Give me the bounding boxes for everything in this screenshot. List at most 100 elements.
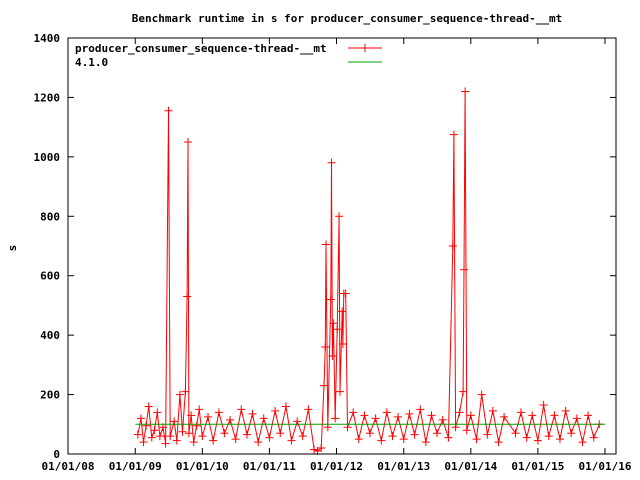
x-tick-label: 01/01/10 xyxy=(176,460,229,473)
data-point xyxy=(567,429,576,438)
data-point xyxy=(142,421,151,430)
data-point xyxy=(195,405,204,414)
data-point xyxy=(572,414,581,423)
data-point xyxy=(511,429,520,438)
plot-frame xyxy=(67,37,617,455)
data-point xyxy=(248,409,257,418)
y-tick-label: 0 xyxy=(53,448,60,461)
data-point xyxy=(175,390,184,399)
data-point xyxy=(265,433,274,442)
data-point xyxy=(271,406,280,415)
data-point xyxy=(561,406,570,415)
data-point xyxy=(287,436,296,445)
data-point xyxy=(164,106,173,115)
data-point xyxy=(388,432,397,441)
data-point xyxy=(192,421,201,430)
data-point xyxy=(472,435,481,444)
x-tick-label: 01/01/14 xyxy=(444,460,497,473)
x-tick-label: 01/01/15 xyxy=(511,460,564,473)
axes: 0 200 400 600 800 1000 1200 1400 01/01/08 01/01/0… xyxy=(34,32,632,473)
data-point xyxy=(281,402,290,411)
data-point xyxy=(220,429,229,438)
data-point xyxy=(204,412,213,421)
series-line-1 xyxy=(137,91,600,452)
plot-area xyxy=(133,87,605,456)
data-point xyxy=(183,292,192,301)
data-point xyxy=(329,319,338,328)
data-point xyxy=(544,432,553,441)
data-point xyxy=(310,445,319,454)
data-point xyxy=(459,387,468,396)
data-point xyxy=(326,295,335,304)
data-point xyxy=(226,415,235,424)
data-point xyxy=(516,408,525,417)
data-point xyxy=(448,242,457,250)
data-point xyxy=(242,430,251,439)
data-point xyxy=(455,408,464,417)
data-point xyxy=(331,414,340,423)
data-point xyxy=(360,411,369,420)
data-point xyxy=(298,432,307,441)
data-point xyxy=(410,430,419,439)
legend-label-series-1: producer_consumer_sequence-thread-__mt xyxy=(75,42,327,55)
data-point xyxy=(237,405,246,414)
data-point xyxy=(327,158,336,167)
data-point xyxy=(184,138,193,146)
data-point xyxy=(483,430,492,439)
data-point xyxy=(139,438,148,447)
data-point xyxy=(321,343,330,352)
data-point xyxy=(319,381,328,390)
legend-marker-series-1 xyxy=(361,44,369,52)
data-point xyxy=(184,429,193,438)
data-point xyxy=(500,412,509,421)
data-point xyxy=(427,411,436,420)
data-point xyxy=(533,436,542,445)
data-point xyxy=(589,433,598,442)
data-point xyxy=(166,432,175,441)
data-point xyxy=(338,340,347,349)
data-point xyxy=(209,436,218,445)
y-tick-label: 1200 xyxy=(34,91,61,104)
data-point xyxy=(231,435,240,444)
data-point xyxy=(136,414,145,423)
data-point xyxy=(365,429,374,438)
x-tick-label: 01/01/11 xyxy=(243,460,296,473)
data-point xyxy=(394,412,403,421)
y-tick-label: 1000 xyxy=(34,151,61,164)
data-point xyxy=(405,409,414,418)
data-point xyxy=(371,414,380,423)
legend-label-series-2: 4.1.0 xyxy=(75,56,108,69)
data-point xyxy=(304,405,313,414)
data-point xyxy=(172,436,181,445)
data-point xyxy=(322,240,331,249)
data-point xyxy=(433,429,442,438)
data-point xyxy=(254,438,263,447)
data-point xyxy=(449,130,458,139)
data-point xyxy=(438,415,447,424)
legend: producer_consumer_sequence-thread-__mt 4… xyxy=(75,42,382,69)
data-point xyxy=(259,414,268,423)
data-point xyxy=(477,390,486,399)
data-point xyxy=(377,436,386,445)
data-point xyxy=(550,411,559,420)
y-tick-label: 800 xyxy=(40,210,60,223)
data-point xyxy=(539,400,548,409)
data-point xyxy=(444,433,453,442)
data-point xyxy=(335,387,344,396)
data-point xyxy=(494,438,503,447)
chart-title: Benchmark runtime in s for producer_cons… xyxy=(132,12,562,25)
data-point xyxy=(335,212,344,221)
data-point xyxy=(178,427,187,436)
y-axis-label: s xyxy=(6,245,19,252)
y-tick-label: 200 xyxy=(40,389,60,402)
data-point xyxy=(460,265,469,274)
x-tick-label: 01/01/16 xyxy=(578,460,631,473)
data-point xyxy=(181,387,190,396)
data-point xyxy=(155,432,164,441)
data-point xyxy=(317,444,326,453)
data-point xyxy=(584,411,593,420)
x-tick-label: 01/01/12 xyxy=(310,460,363,473)
y-tick-label: 600 xyxy=(40,270,60,283)
